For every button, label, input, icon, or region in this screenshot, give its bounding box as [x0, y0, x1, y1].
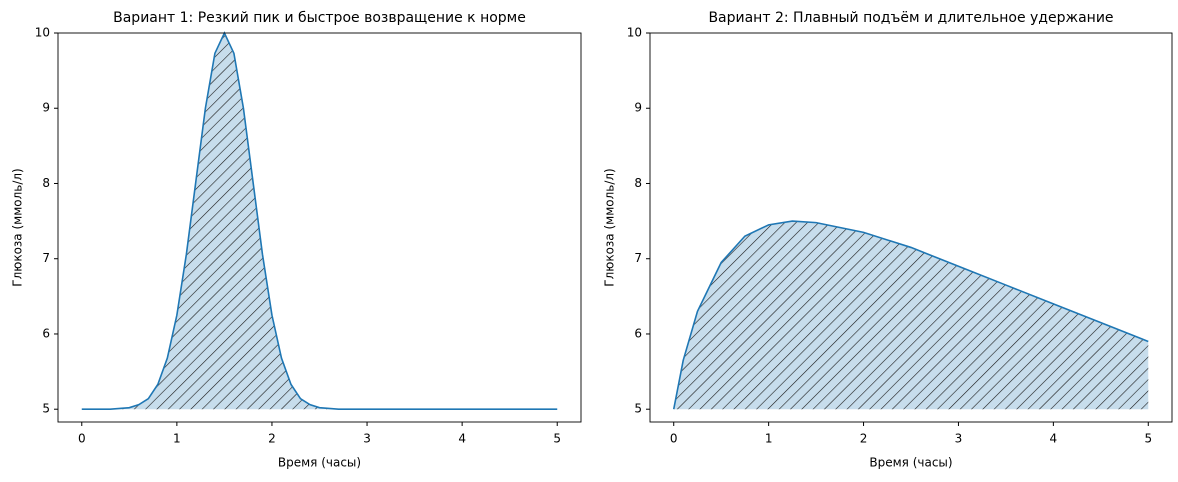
y-tick-label: 8: [634, 176, 642, 190]
y-tick-label: 10: [627, 26, 642, 40]
x-tick-label: 0: [78, 432, 86, 446]
x-tick-label: 3: [363, 432, 371, 446]
y-tick-label: 7: [634, 251, 642, 265]
y-tick-label: 9: [42, 101, 50, 115]
y-tick-label: 7: [42, 251, 50, 265]
x-tick-label: 5: [1144, 432, 1152, 446]
x-tick-label: 2: [860, 432, 868, 446]
y-tick-label: 5: [42, 402, 50, 416]
y-axis-label: Глюкоза (ммоль/л): [603, 168, 617, 287]
y-axis-label: Глюкоза (ммоль/л): [11, 168, 25, 287]
x-tick-label: 2: [268, 432, 276, 446]
x-tick-label: 1: [765, 432, 773, 446]
y-tick-label: 9: [634, 101, 642, 115]
chart-title: Вариант 1: Резкий пик и быстрое возвраще…: [113, 10, 526, 26]
x-tick-label: 4: [1050, 432, 1058, 446]
chart-title: Вариант 2: Плавный подъём и длительное у…: [708, 10, 1113, 26]
x-tick-label: 4: [458, 432, 466, 446]
axes-frame: [57, 32, 582, 423]
x-tick-label: 0: [670, 432, 678, 446]
x-tick-label: 1: [173, 432, 181, 446]
x-tick-label: 3: [955, 432, 963, 446]
area-fill: [81, 33, 558, 410]
x-tick-label: 5: [553, 432, 561, 446]
axes-frame: [649, 32, 1173, 423]
area-hatch: [673, 221, 1149, 410]
line: [81, 31, 558, 411]
y-tick-label: 5: [634, 402, 642, 416]
line: [672, 220, 1149, 410]
y-tick-label: 10: [35, 26, 50, 40]
area-hatch: [81, 33, 558, 410]
y-tick-label: 6: [42, 326, 50, 340]
y-tick-label: 8: [42, 176, 50, 190]
x-axis-label: Время (часы): [278, 456, 361, 470]
y-tick-label: 6: [634, 326, 642, 340]
x-axis-label: Время (часы): [869, 456, 952, 470]
